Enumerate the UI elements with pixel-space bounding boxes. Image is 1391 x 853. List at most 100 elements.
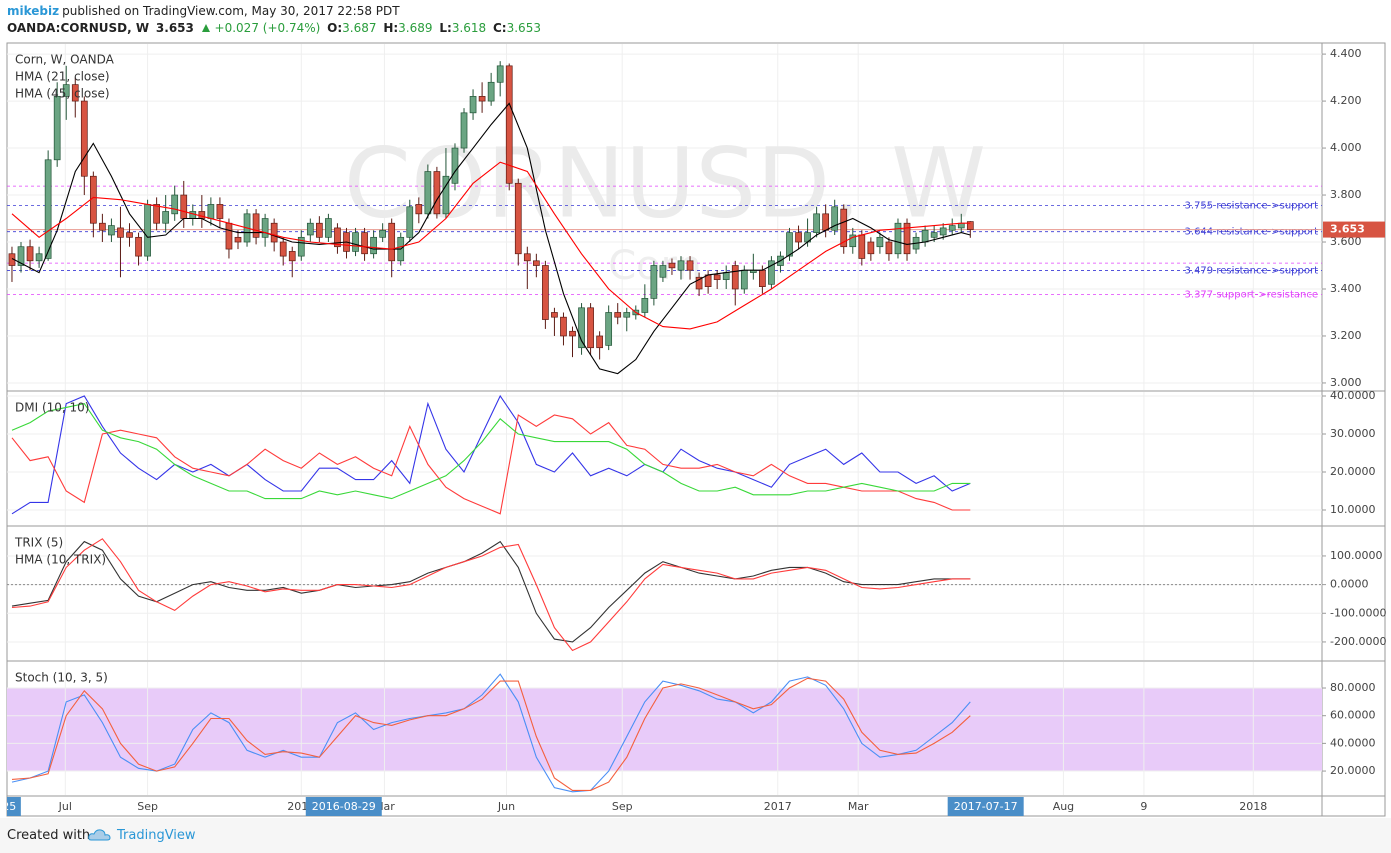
x-tick-label: Aug xyxy=(1053,800,1074,813)
x-tick-label: Jul xyxy=(58,800,72,813)
brand[interactable]: TradingView xyxy=(117,828,196,843)
candle-body xyxy=(921,229,929,243)
candle-body xyxy=(786,232,793,257)
x-tick-label: Sep xyxy=(137,800,158,813)
x-tick-label: 2017 xyxy=(764,800,792,813)
legend-entry: TRIX (5) xyxy=(14,536,63,550)
candle-body xyxy=(44,159,52,259)
candle-body xyxy=(71,84,79,102)
x-tick-label: 2018 xyxy=(1239,800,1267,813)
series-line xyxy=(11,402,971,500)
logo xyxy=(88,829,111,841)
candle-body xyxy=(207,204,215,219)
low-value: 3.618 xyxy=(451,21,487,35)
candle-body xyxy=(496,65,504,83)
y-tick-label: 3.200 xyxy=(1330,329,1362,342)
y-tick-label: 4.200 xyxy=(1330,94,1362,107)
y-tick-label: -100.0000 xyxy=(1330,606,1386,619)
candle-body xyxy=(80,100,88,177)
candle-body xyxy=(623,312,631,318)
candle-body xyxy=(876,236,884,248)
candle-body xyxy=(478,96,486,102)
series-line xyxy=(11,538,971,652)
pane-title: DMI (10, 10) xyxy=(15,401,89,415)
candle-body xyxy=(659,265,667,278)
crosshair-time-label: 25 xyxy=(2,800,16,813)
series-line xyxy=(11,161,971,330)
candle-body xyxy=(867,241,875,255)
candle-body xyxy=(858,234,866,259)
candle-body xyxy=(352,232,359,252)
high-value: 3.689 xyxy=(398,21,433,35)
candle-body xyxy=(759,269,766,287)
open-label: O: xyxy=(327,21,343,35)
candle-body xyxy=(903,222,911,255)
candle-body xyxy=(939,227,947,236)
candle-body xyxy=(641,298,649,313)
candle-body xyxy=(334,227,341,248)
open-value: 3.687 xyxy=(342,21,377,35)
candle-body xyxy=(731,265,739,290)
y-tick-label: 3.400 xyxy=(1330,282,1362,295)
y-tick-label: 40.0000 xyxy=(1330,389,1376,402)
candle-body xyxy=(704,274,712,287)
candle-body xyxy=(768,260,775,285)
candle-body xyxy=(388,222,396,262)
legend-entry: Corn, W, OANDA xyxy=(15,53,115,67)
legend-entry: HMA (21, close) xyxy=(15,70,110,84)
x-tick-label: Mar xyxy=(848,800,869,813)
crosshair-time-box xyxy=(7,797,21,816)
y-tick-label: 0.0000 xyxy=(1330,578,1369,591)
candle-body xyxy=(306,222,314,236)
chart: CORNUSD, WCorn3.755 resistance->support3… xyxy=(2,42,1386,817)
price-pane: CORNUSD, WCorn3.755 resistance->support3… xyxy=(7,44,1322,390)
symbol: OANDA:CORNUSD, W xyxy=(7,21,150,35)
candle-body xyxy=(569,330,576,337)
y-tick-label: 20.0000 xyxy=(1330,465,1376,478)
candle-body xyxy=(89,175,97,224)
high-label: H: xyxy=(383,21,399,35)
candle-body xyxy=(180,194,188,219)
author[interactable]: mikebiz xyxy=(7,4,60,18)
pane-title: Stoch (10, 3, 5) xyxy=(15,671,108,685)
series-line xyxy=(11,394,971,515)
up-arrow xyxy=(201,24,210,32)
candle-body xyxy=(822,213,830,231)
watermark: CORNUSD, W xyxy=(344,127,986,239)
candle-body xyxy=(35,253,43,262)
candle-body xyxy=(966,221,974,230)
candle-body xyxy=(415,204,423,215)
candle-body xyxy=(605,312,613,346)
candle-body xyxy=(433,171,441,215)
y-tick-label: 4.400 xyxy=(1330,47,1362,60)
candle-body xyxy=(424,171,432,215)
low-label: L: xyxy=(439,21,452,35)
candle-body xyxy=(279,241,287,257)
up-arrow-shape xyxy=(201,24,210,32)
candle-body xyxy=(713,274,721,280)
publish-line: mikebiz published on TradingView.com, May… xyxy=(7,4,403,18)
candle-body xyxy=(650,265,658,299)
y-tick-label: 10.0000 xyxy=(1330,503,1376,516)
candle-body xyxy=(578,307,585,349)
candle-body xyxy=(17,246,25,266)
candle-body xyxy=(162,211,170,224)
labels: 3.000 3.200 3.400 3.600 3.800 4.000 4.200 4.400… xyxy=(14,47,1386,777)
candle-body xyxy=(885,241,893,255)
candle-body xyxy=(532,260,540,266)
candle-body xyxy=(840,208,848,248)
candle-body xyxy=(930,232,938,238)
candle-body xyxy=(225,222,233,250)
chart-frame xyxy=(6,42,1386,817)
created-with: Created with xyxy=(7,828,91,843)
candle-body xyxy=(560,316,567,337)
candle-body xyxy=(297,236,305,257)
candle-body xyxy=(740,269,748,290)
candle-body xyxy=(406,206,414,238)
candle-body xyxy=(99,222,106,231)
trix-pane xyxy=(7,527,1322,660)
change: +0.027 (+0.74%) xyxy=(214,21,321,35)
